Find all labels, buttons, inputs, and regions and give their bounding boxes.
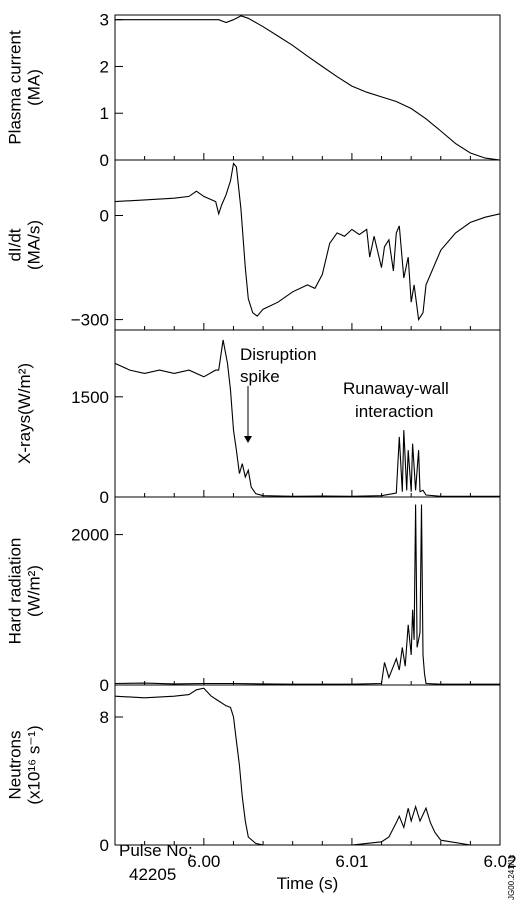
y-tick-label: 0 (100, 836, 109, 855)
runaway-label-line1: Runaway-wall (343, 379, 449, 398)
runaway-label-line2: interaction (355, 402, 433, 421)
y-tick-label: −300 (71, 311, 109, 330)
x-axis-title: Time (s) (277, 874, 339, 893)
y-tick-label: 2000 (71, 526, 109, 545)
panel-3: 0 1500 X-rays(W/m²) (15, 329, 501, 507)
y-axis-title: (W/m²) (25, 565, 44, 617)
y-axis-title: (x10¹⁶ s⁻¹) (25, 725, 44, 804)
panel-frame (114, 159, 501, 331)
disruption-label-line1: Disruption (240, 345, 317, 364)
x-tick-label: 6.00 (187, 852, 220, 871)
panel-frame (114, 14, 501, 161)
panel-4: 0 2000 Hard radiation (W/m²) (6, 496, 501, 695)
y-tick-label: 8 (100, 708, 109, 727)
x-tick-label: 6.01 (335, 852, 368, 871)
y-axis-title: Neutrons (6, 731, 25, 800)
y-tick-label: 3 (100, 11, 109, 30)
y-tick-label: 2 (100, 57, 109, 76)
pulse-number: 42205 (129, 865, 176, 884)
y-tick-label: 0 (100, 676, 109, 695)
series-line (114, 687, 500, 846)
y-axis-title: Plasma current (6, 30, 25, 145)
y-tick-label: 0 (100, 488, 109, 507)
y-axis-title: dI/dt (6, 228, 25, 261)
series-line (114, 504, 500, 685)
panel-frame (114, 684, 501, 846)
pulse-label-line1: Pulse No: (119, 841, 193, 860)
y-axis-title: Hard radiation (6, 538, 25, 645)
panel-1: 0 1 2 3 Plasma current (MA) (6, 11, 501, 170)
x-tick-label: 6.02 (483, 852, 516, 871)
y-tick-label: 0 (100, 151, 109, 170)
panel-frame (114, 496, 501, 686)
figure-credit: JG00.241/1c (507, 855, 516, 900)
panel-5: 0 8 Neutrons (x10¹⁶ s⁻¹) (6, 684, 501, 855)
y-axis-title: (MA/s) (25, 220, 44, 270)
y-tick-label: 0 (100, 207, 109, 226)
y-tick-label: 1 (100, 104, 109, 123)
disruption-label-line2: spike (240, 367, 280, 386)
series-line (114, 162, 501, 322)
series-line (115, 15, 501, 161)
y-axis-title: X-rays(W/m²) (15, 363, 34, 464)
y-tick-label: 1500 (71, 388, 109, 407)
disruption-arrowhead (244, 436, 252, 443)
series-line (114, 339, 500, 497)
y-axis-title: (MA) (25, 69, 44, 106)
panel-2: 0 −300 dI/dt (MA/s) (6, 159, 501, 331)
